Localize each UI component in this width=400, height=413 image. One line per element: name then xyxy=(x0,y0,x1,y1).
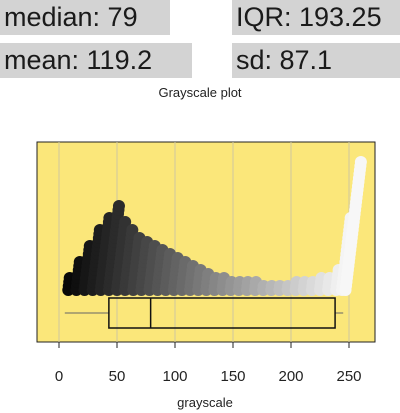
boxplot xyxy=(64,297,344,329)
x-tick-label: 200 xyxy=(278,368,303,385)
x-tick-label: 250 xyxy=(336,368,361,385)
x-tick-label: 150 xyxy=(220,368,245,385)
mean-stat: mean: 119.2 xyxy=(0,43,192,78)
data-point xyxy=(126,224,139,236)
x-tick-label: 50 xyxy=(109,368,126,385)
data-point xyxy=(119,216,132,228)
data-point xyxy=(354,156,367,168)
dot-strip xyxy=(62,156,367,296)
median-stat: median: 79 xyxy=(0,0,170,35)
iqr-stat: IQR: 193.25 xyxy=(232,0,400,35)
x-tick-label: 100 xyxy=(162,368,187,385)
chart-title: Grayscale plot xyxy=(158,85,241,100)
dot-stack xyxy=(339,156,367,296)
data-point xyxy=(112,200,125,212)
x-tick-label: 0 xyxy=(55,368,63,385)
box-iqr xyxy=(108,297,336,329)
sd-stat: sd: 87.1 xyxy=(232,43,400,78)
grid-lines xyxy=(58,142,350,342)
x-axis: 0 50 100 150 200 250 xyxy=(55,342,362,385)
x-axis-label: grayscale xyxy=(177,395,233,410)
